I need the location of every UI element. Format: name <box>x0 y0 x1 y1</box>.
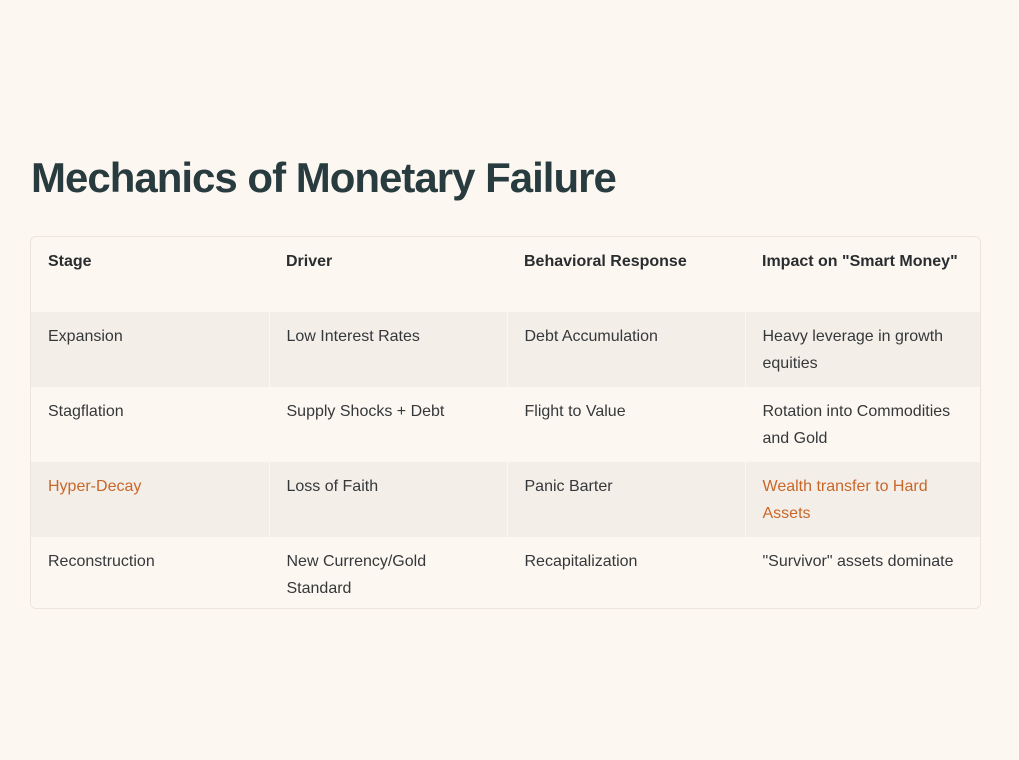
cell-impact: "Survivor" assets dominate <box>744 537 980 608</box>
cell-driver: Loss of Faith <box>268 462 507 537</box>
cell-stage: Expansion <box>31 312 269 387</box>
cell-response: Panic Barter <box>506 462 745 537</box>
header-impact: Impact on "Smart Money" <box>762 253 958 270</box>
table-header-row: Stage Driver Behavioral Response Impact … <box>31 237 980 312</box>
table-row: Reconstruction New Currency/Gold Standar… <box>31 537 980 608</box>
header-stage: Stage <box>48 253 92 270</box>
table: Stage Driver Behavioral Response Impact … <box>31 237 980 608</box>
cell-impact: Heavy leverage in growth equities <box>744 312 980 387</box>
cell-driver: New Currency/Gold Standard <box>268 537 507 608</box>
table-row-highlighted: Hyper-Decay Loss of Faith Panic Barter W… <box>31 462 980 537</box>
monetary-failure-table: Stage Driver Behavioral Response Impact … <box>30 236 981 609</box>
header-driver: Driver <box>286 253 333 270</box>
cell-response: Flight to Value <box>506 387 745 462</box>
cell-stage: Reconstruction <box>31 537 269 608</box>
cell-driver: Low Interest Rates <box>268 312 507 387</box>
table-row: Stagflation Supply Shocks + Debt Flight … <box>31 387 980 462</box>
page-title: Mechanics of Monetary Failure <box>31 154 617 201</box>
cell-impact-highlighted: Wealth transfer to Hard Assets <box>744 462 980 537</box>
table-row: Expansion Low Interest Rates Debt Accumu… <box>31 312 980 387</box>
header-behavioral-response: Behavioral Response <box>524 253 687 270</box>
cell-stage-highlighted: Hyper-Decay <box>31 462 269 537</box>
cell-driver: Supply Shocks + Debt <box>268 387 507 462</box>
cell-impact: Rotation into Commodities and Gold <box>744 387 980 462</box>
cell-stage: Stagflation <box>31 387 269 462</box>
cell-response: Debt Accumulation <box>506 312 745 387</box>
cell-response: Recapitalization <box>506 537 745 608</box>
